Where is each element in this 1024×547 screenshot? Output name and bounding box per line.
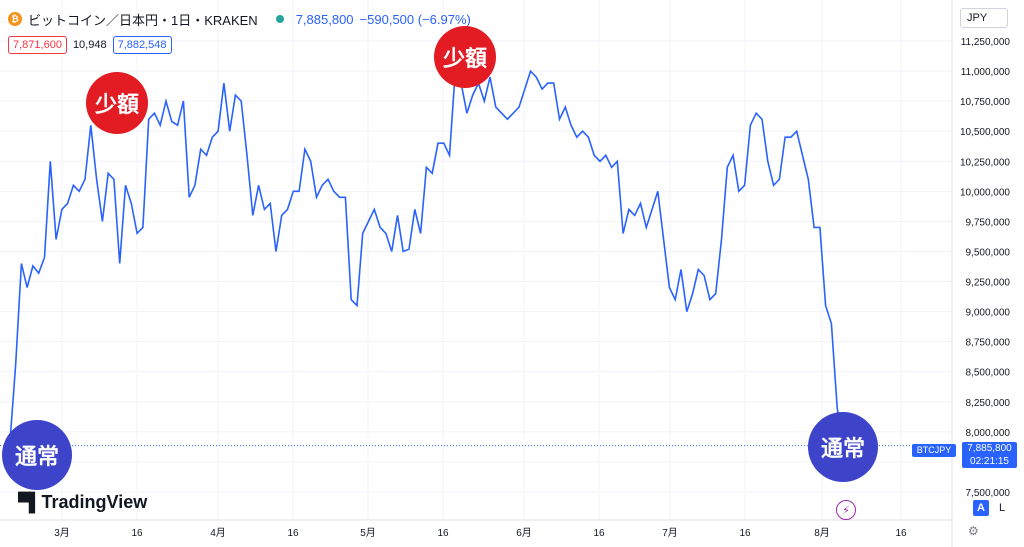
price-tick-label: 8,000,000 [966, 428, 1011, 439]
price-tick-label: 8,500,000 [966, 368, 1011, 379]
bid-price-box[interactable]: 7,871,600 [8, 36, 67, 54]
time-tick-label: 16 [287, 528, 299, 539]
log-scale-button[interactable]: L [998, 502, 1006, 514]
tradingview-logo-icon: ▀▌ [18, 492, 41, 512]
price-tick-label: 11,000,000 [961, 67, 1011, 78]
symbol-header[interactable]: ₿ ビットコイン／日本円・1日・KRAKEN 7,885,800 −590,50… [8, 10, 471, 28]
price-tick-label: 10,500,000 [960, 127, 1010, 138]
logo-text: TradingView [41, 492, 148, 512]
header-price: 7,885,800 [295, 11, 354, 27]
time-tick-label: 8月 [814, 527, 830, 539]
time-axis[interactable]: 3月 16 4月 16 5月 16 6月 16 7月 16 8月 16 [54, 527, 907, 539]
time-tick-label: 16 [739, 528, 751, 539]
price-tick-label: 10,250,000 [960, 157, 1010, 168]
time-tick-label: 16 [593, 528, 605, 539]
chart-grid [0, 0, 953, 547]
auto-scale-button[interactable]: A [973, 500, 989, 516]
bitcoin-icon: ₿ [8, 12, 22, 26]
tradingview-logo[interactable]: ▀▌ TradingView [18, 492, 147, 513]
time-tick-label: 16 [437, 528, 449, 539]
currency-button[interactable]: JPY [960, 8, 1008, 28]
time-tick-label: 16 [895, 528, 907, 539]
price-tick-label: 9,000,000 [966, 308, 1011, 319]
time-tick-label: 4月 [210, 527, 226, 539]
header-change: −590,500 (−6.97%) [359, 11, 471, 27]
last-price-tag: 7,885,800 02:21:15 [962, 442, 1017, 468]
market-open-icon [275, 15, 284, 23]
price-tick-label: 8,250,000 [966, 398, 1011, 409]
price-tick-label: 9,500,000 [966, 247, 1011, 258]
bid-ask-panel: 7,871,600 10,948 7,882,548 [8, 36, 172, 54]
price-tick-label: 8,750,000 [966, 338, 1011, 349]
symbol-description[interactable]: ビットコイン／日本円・1日・KRAKEN [28, 12, 258, 28]
last-price-value: 7,885,800 [967, 443, 1012, 454]
price-tick-label: 7,500,000 [966, 488, 1011, 499]
time-tick-label: 7月 [662, 527, 678, 539]
price-tick-label: 10,750,000 [960, 97, 1010, 108]
settings-icon[interactable]: ⚙ [968, 524, 979, 538]
symbol-tag: BTCJPY [912, 444, 956, 457]
bar-countdown: 02:21:15 [970, 456, 1009, 467]
time-tick-label: 6月 [516, 527, 532, 539]
spread-value: 10,948 [72, 39, 107, 51]
time-tick-label: 3月 [54, 527, 70, 539]
price-tick-label: 9,750,000 [966, 217, 1011, 228]
price-tick-label: 10,000,000 [960, 187, 1010, 198]
price-tick-label: 9,250,000 [966, 278, 1011, 289]
ask-price-box[interactable]: 7,882,548 [112, 36, 172, 54]
price-series-line [3, 68, 844, 451]
price-axis[interactable]: 7,500,0007,750,0008,000,0008,250,0008,50… [960, 37, 1010, 499]
annotation-small-left: 少額 [86, 72, 148, 134]
time-tick-label: 16 [131, 528, 143, 539]
annotation-small-right: 少額 [434, 26, 496, 88]
annotation-normal-left: 通常 [2, 420, 72, 490]
price-tick-label: 11,250,000 [961, 37, 1011, 48]
time-tick-label: 5月 [360, 527, 376, 539]
annotation-normal-right: 通常 [808, 412, 878, 482]
flash-icon[interactable]: ⚡ [836, 500, 856, 520]
